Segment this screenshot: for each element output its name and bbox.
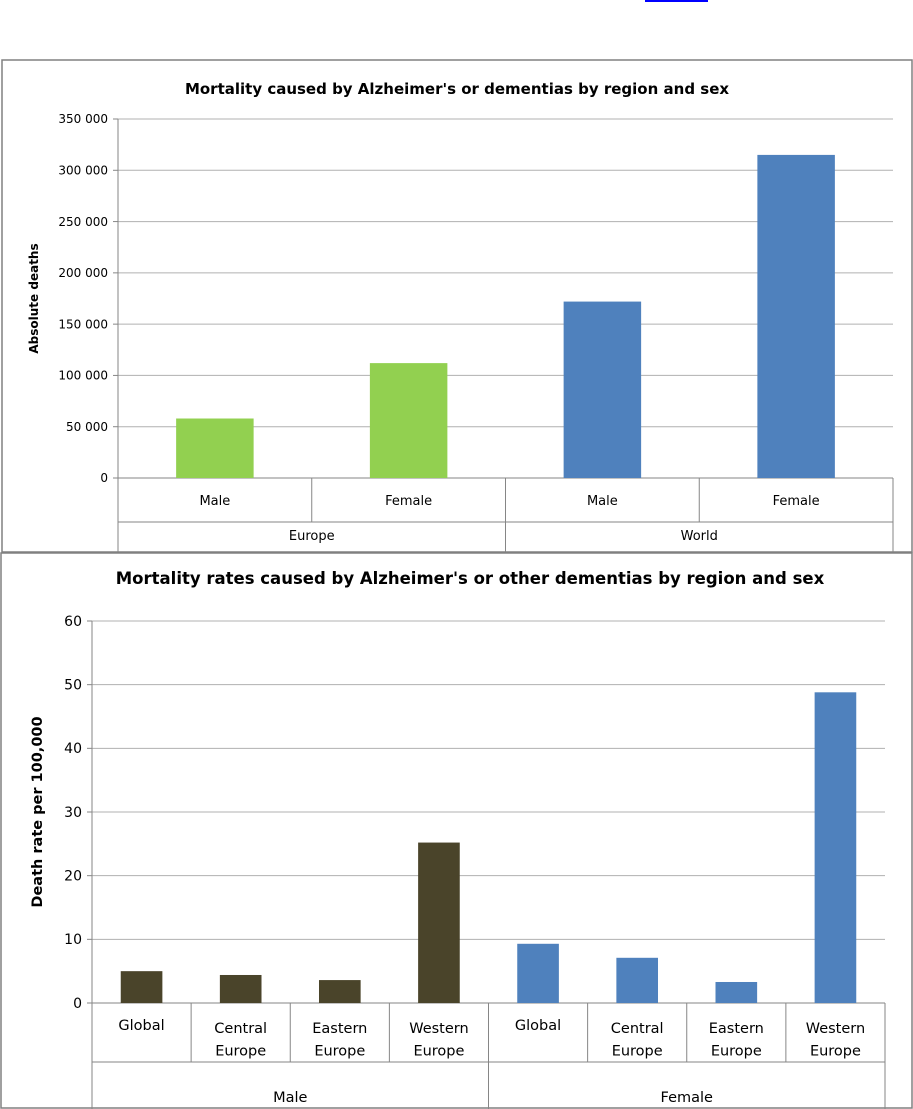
bar-world-male — [563, 301, 642, 478]
x-group-label: Male — [273, 1090, 307, 1106]
y-tick-label: 50 000 — [66, 420, 108, 434]
x-category-label: Western Europe — [409, 1021, 468, 1059]
x-category-label: Global — [118, 1018, 164, 1034]
bar-male-western-europe — [418, 842, 460, 1003]
y-tick-label: 200 000 — [58, 266, 108, 280]
y-axis-label: Absolute deaths — [27, 243, 41, 353]
y-tick-label: 30 — [64, 805, 82, 821]
chart-title: Mortality caused by Alzheimer's or demen… — [185, 80, 729, 98]
x-group-label: Europe — [289, 529, 335, 544]
y-tick-label: 300 000 — [58, 163, 108, 177]
bar-female-central-europe — [616, 957, 659, 1003]
y-tick-label: 0 — [73, 996, 82, 1012]
bar-world-female — [757, 154, 835, 478]
x-category-label: Female — [385, 494, 432, 509]
x-group-label: World — [681, 529, 718, 544]
hyperlink-underline[interactable] — [645, 0, 708, 2]
bar-male-central-europe — [219, 974, 262, 1003]
y-tick-label: 50 — [64, 678, 82, 694]
y-tick-label: 250 000 — [58, 215, 108, 229]
x-category-label: Eastern Europe — [709, 1021, 764, 1059]
x-category-label: Central Europe — [611, 1021, 664, 1059]
y-tick-label: 10 — [64, 932, 82, 948]
y-tick-label: 20 — [64, 869, 82, 885]
bar-europe-male — [176, 418, 254, 478]
y-axis-label: Death rate per 100,000 — [30, 716, 46, 907]
bar-female-western-europe — [814, 692, 857, 1003]
y-tick-label: 350 000 — [58, 112, 108, 126]
y-tick-label: 150 000 — [58, 317, 108, 331]
x-category-label: Western Europe — [806, 1021, 865, 1059]
x-category-label: Global — [515, 1018, 561, 1034]
bar-female-global — [517, 943, 559, 1003]
bar-europe-female — [369, 363, 448, 478]
bar-male-global — [120, 971, 163, 1003]
x-category-label: Male — [199, 494, 230, 509]
y-tick-label: 0 — [100, 471, 108, 485]
chart-1: Mortality caused by Alzheimer's or demen… — [1, 59, 913, 553]
x-category-label: Female — [773, 494, 820, 509]
y-tick-label: 100 000 — [58, 369, 108, 383]
y-tick-label: 40 — [64, 741, 82, 757]
chart-2: Mortality rates caused by Alzheimer's or… — [0, 552, 913, 1109]
bar-male-eastern-europe — [318, 980, 361, 1003]
x-group-label: Female — [661, 1090, 714, 1106]
chart-title: Mortality rates caused by Alzheimer's or… — [116, 569, 825, 588]
chart-border — [0, 552, 913, 1109]
x-category-label: Eastern Europe — [312, 1021, 367, 1059]
x-category-label: Male — [587, 494, 618, 509]
bar-female-eastern-europe — [715, 981, 758, 1003]
y-tick-label: 60 — [64, 614, 82, 630]
x-category-label: Central Europe — [214, 1021, 267, 1059]
